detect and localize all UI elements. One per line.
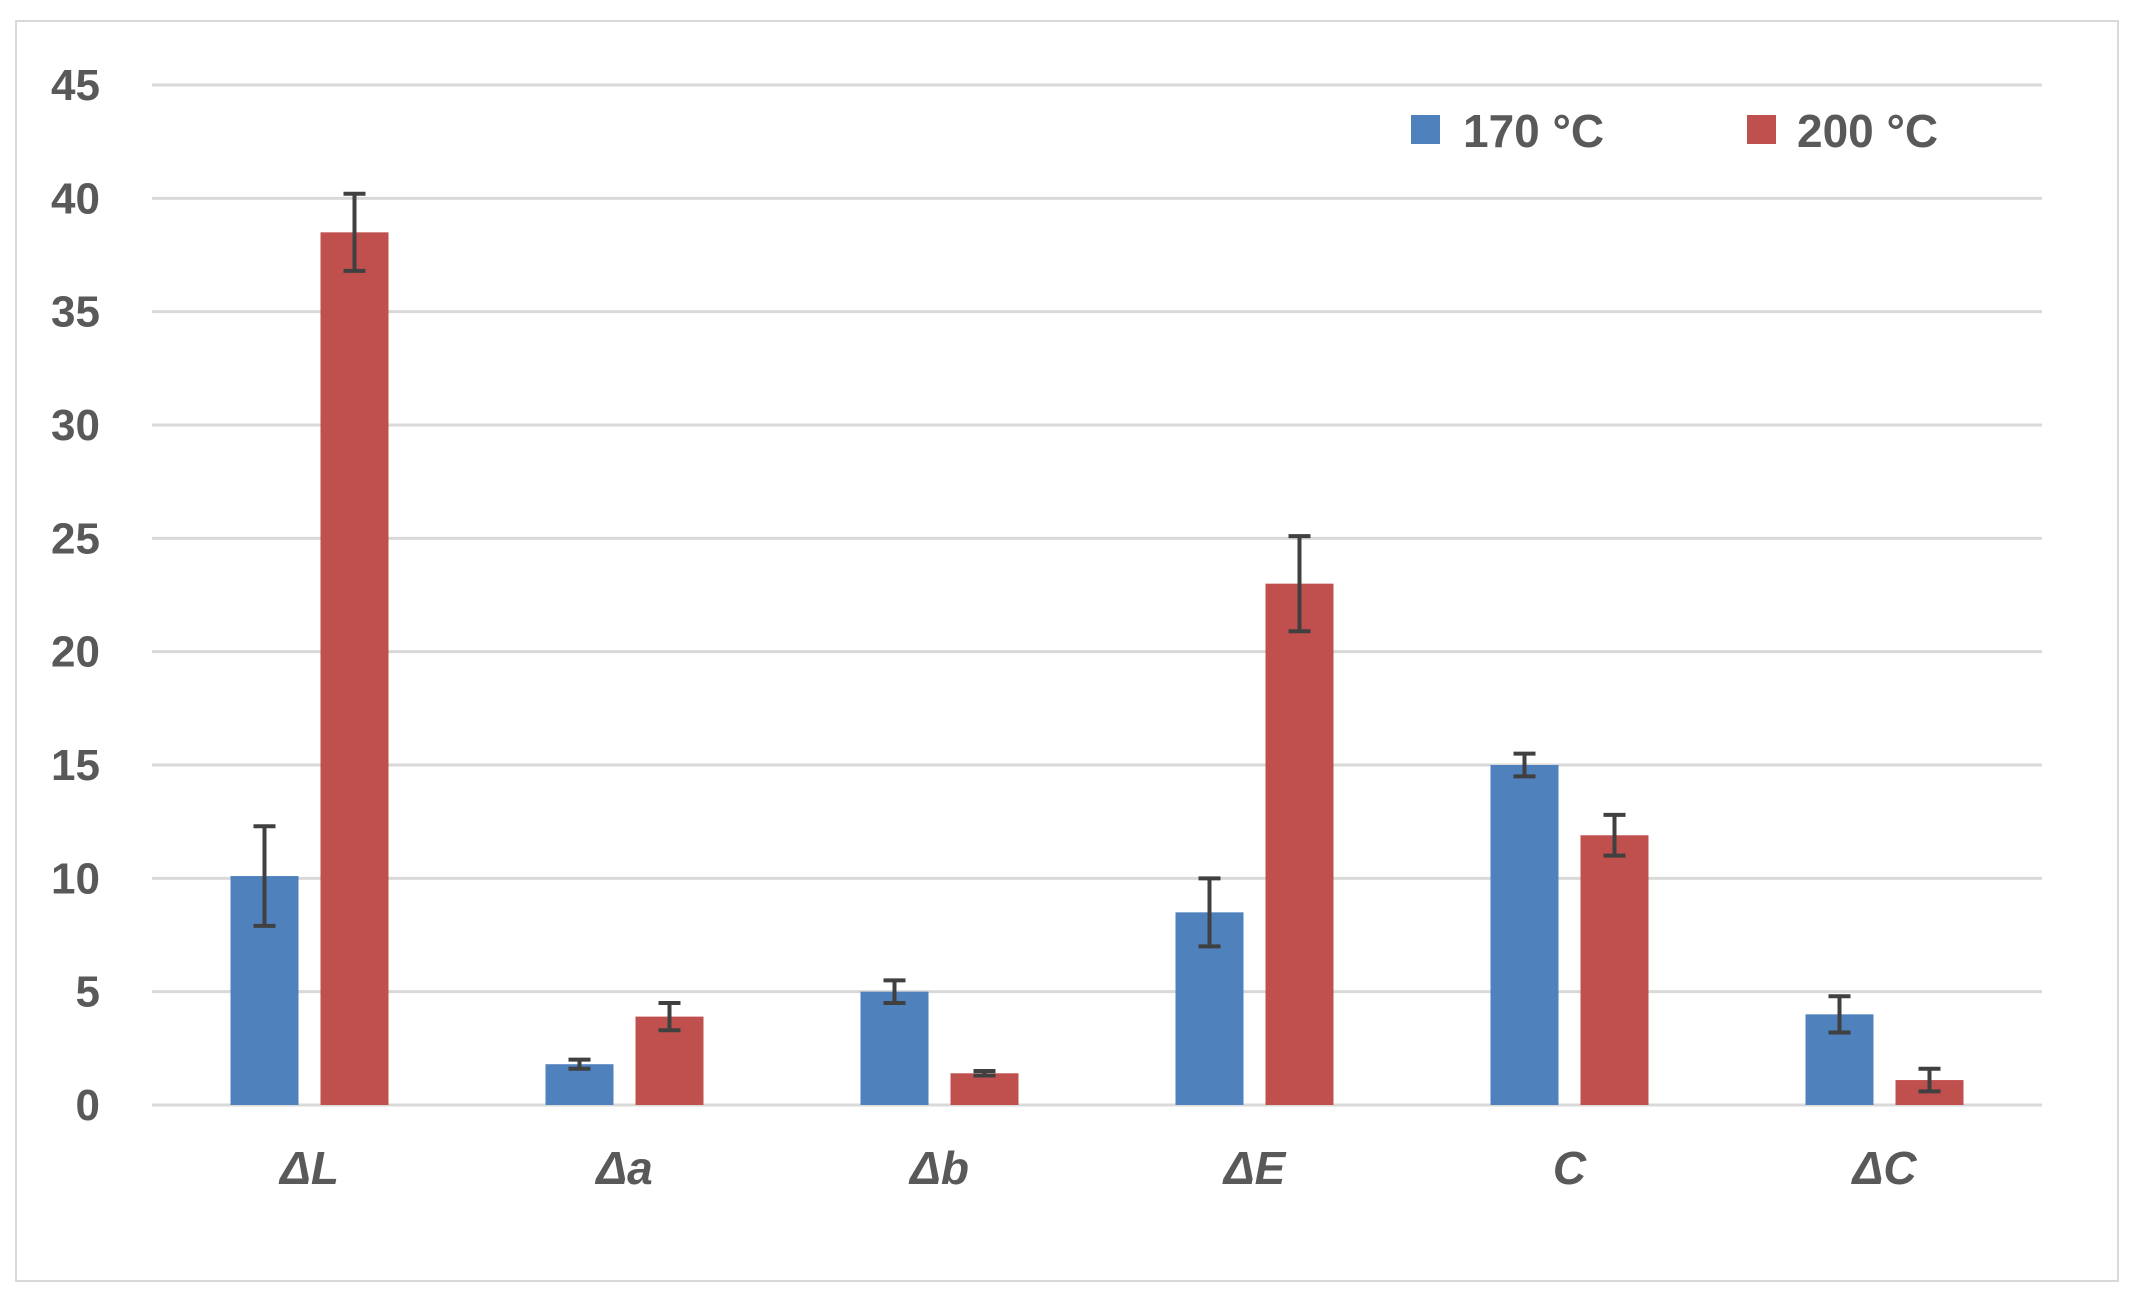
x-category-label: ΔC	[1850, 1142, 1917, 1194]
bar-170c-1	[545, 1064, 614, 1105]
x-category-label: Δb	[908, 1142, 969, 1194]
x-category-label: ΔL	[278, 1142, 339, 1194]
bars	[230, 232, 1964, 1106]
bar-200c-3	[1265, 583, 1334, 1105]
error-bar	[1513, 751, 1536, 779]
error-bar	[568, 1057, 591, 1071]
bar-170c-4	[1490, 765, 1559, 1105]
error-bar	[253, 824, 276, 928]
legend-label-200c: 200 °C	[1797, 105, 1938, 157]
error-bar	[1198, 876, 1221, 949]
error-bar	[883, 978, 906, 1005]
y-tick-label: 25	[51, 514, 100, 563]
y-tick-label: 35	[51, 288, 100, 337]
y-tick-label: 10	[51, 854, 100, 903]
y-tick-label: 0	[76, 1081, 100, 1130]
y-tick-label: 40	[51, 174, 100, 223]
bar-200c-0	[320, 232, 389, 1106]
y-tick-label: 20	[51, 628, 100, 677]
error-bars	[253, 191, 1941, 1094]
error-bar	[1828, 994, 1851, 1035]
legend-swatch-170c	[1411, 115, 1440, 144]
x-axis-category-labels: ΔL Δa Δb ΔE C ΔC	[278, 1142, 1917, 1194]
x-category-label: Δa	[594, 1142, 652, 1194]
y-tick-label: 45	[51, 61, 100, 110]
bar-chart: 0 5 10 15 20 25 30 35 40 45 ΔL Δa Δb ΔE C ΔC 170 °C 20…	[51, 61, 2042, 1194]
bar-200c-2	[950, 1073, 1019, 1105]
gridlines	[152, 83, 2042, 1107]
error-bar	[1603, 812, 1626, 858]
legend: 170 °C 200 °C	[1411, 105, 1938, 157]
bar-170c-2	[860, 991, 929, 1105]
y-axis-tick-labels: 0 5 10 15 20 25 30 35 40 45	[51, 61, 100, 1130]
error-bar	[343, 191, 366, 273]
error-bar	[1918, 1066, 1941, 1094]
error-bar	[973, 1069, 996, 1078]
chart-frame: 0 5 10 15 20 25 30 35 40 45 ΔL Δa Δb ΔE C ΔC 170 °C 20…	[15, 20, 2119, 1282]
y-tick-label: 30	[51, 401, 100, 450]
bar-200c-4	[1580, 835, 1649, 1105]
x-category-label: C	[1553, 1142, 1587, 1194]
error-bar	[1288, 534, 1311, 634]
legend-swatch-200c	[1747, 115, 1776, 144]
legend-label-170c: 170 °C	[1463, 105, 1604, 157]
error-bar	[658, 1001, 681, 1033]
x-category-label: ΔE	[1222, 1142, 1287, 1194]
y-tick-label: 5	[76, 968, 100, 1017]
y-tick-label: 15	[51, 741, 100, 790]
